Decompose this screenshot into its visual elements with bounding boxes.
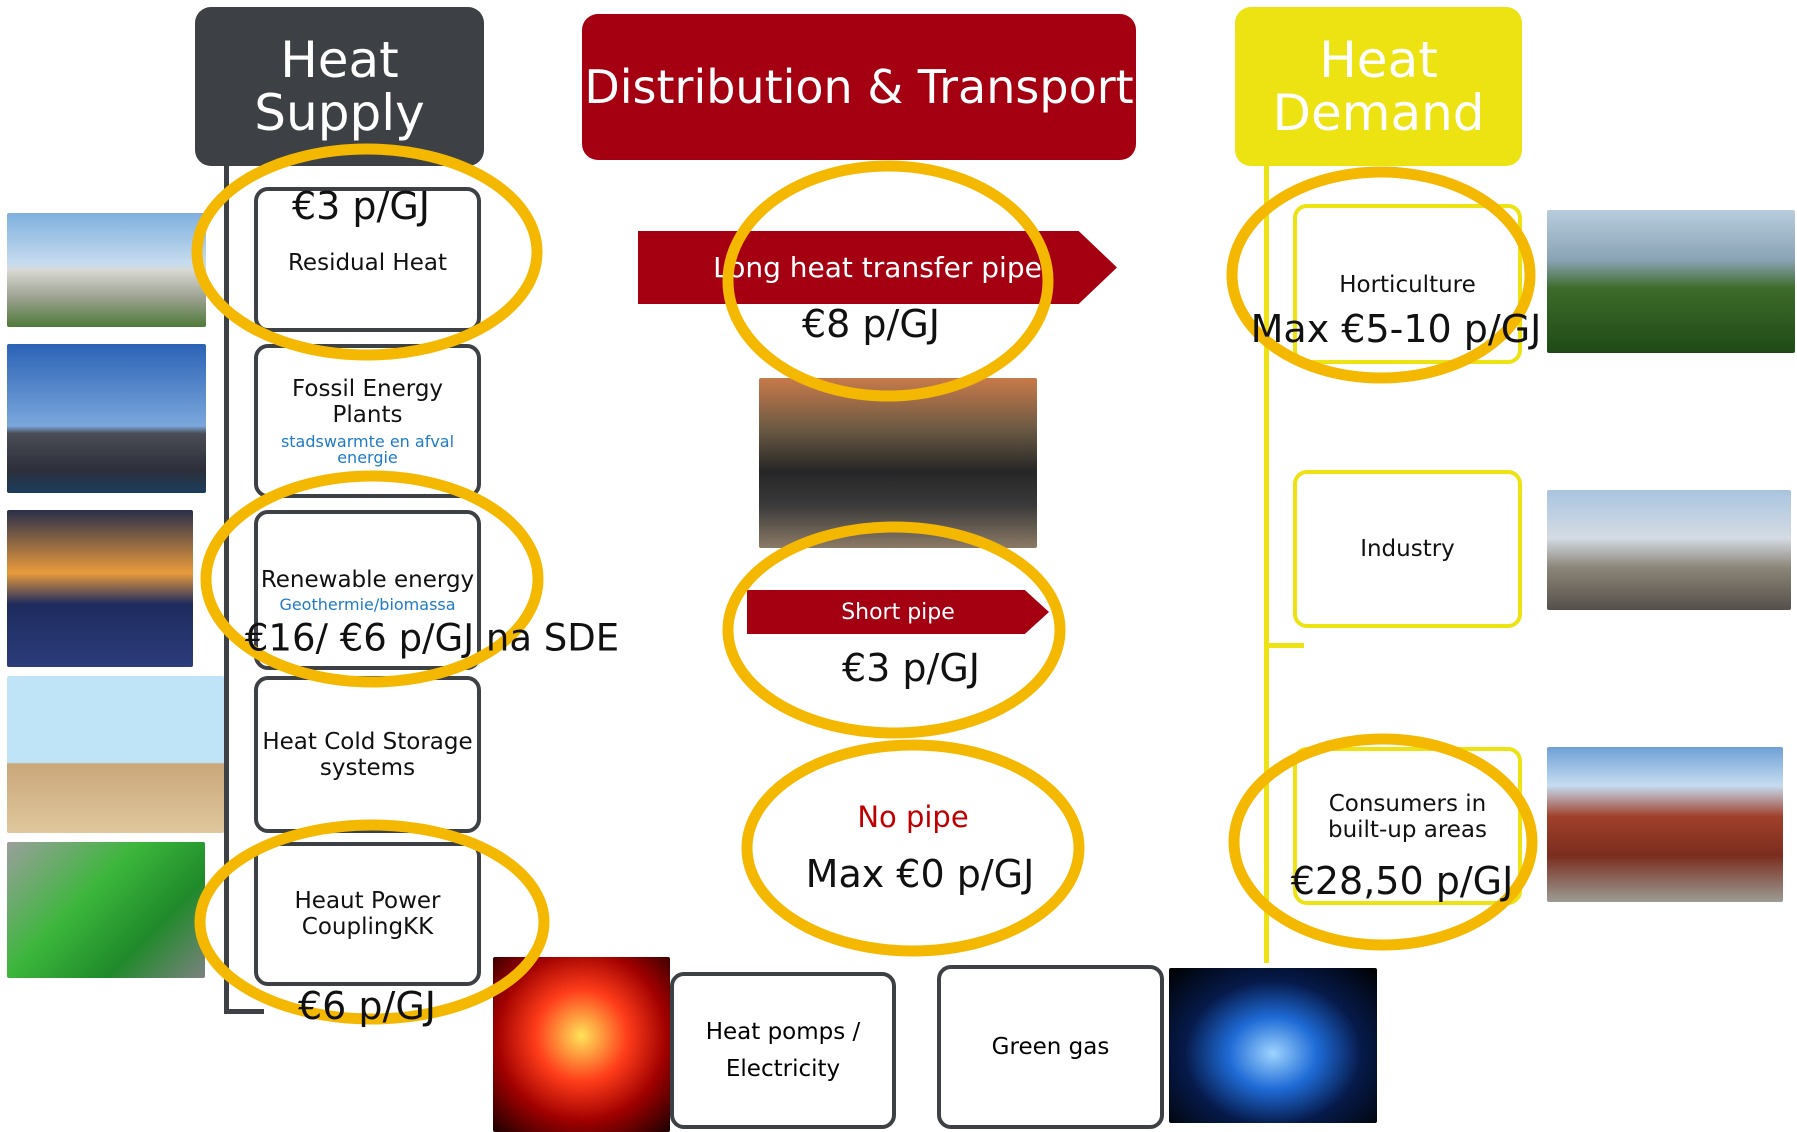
bracket-foot (224, 1009, 264, 1014)
houses-image (1547, 747, 1783, 902)
label: Long heat transfer pipe (713, 251, 1042, 284)
renewable-image (7, 510, 193, 667)
page: Heat Supply Distribution & Transport Hea… (0, 0, 1797, 1132)
distribution-header: Distribution & Transport (582, 14, 1136, 160)
price: €3 p/GJ (292, 184, 430, 228)
electricity-image (493, 957, 670, 1132)
no-pipe-label: No pipe (857, 800, 968, 834)
label: Fossil Energy Plants (258, 376, 477, 428)
greenhouse-image (1547, 210, 1795, 353)
label: Renewable energy (261, 567, 474, 593)
gas-image (1169, 968, 1377, 1123)
label: Horticulture (1339, 272, 1476, 298)
short-pipe: Short pipe (747, 590, 1049, 634)
price: €3 p/GJ (842, 646, 980, 690)
note: Geothermie/biomassa (279, 597, 455, 613)
supply-bracket (224, 166, 229, 1014)
storage-image (7, 676, 224, 833)
label: Residual Heat (288, 250, 447, 276)
chp-image (7, 842, 205, 978)
price: Max €5-10 p/GJ (1251, 307, 1542, 351)
highlight (747, 745, 1079, 951)
note: stadswarmte en afval energie (258, 434, 477, 466)
demand-header: Heat Demand (1235, 7, 1522, 166)
price: €8 p/GJ (802, 302, 940, 346)
label: Heat pomps / Electricity (674, 1014, 892, 1088)
label: Heaut Power CouplingKK (258, 888, 477, 940)
long-pipe: Long heat transfer pipe (638, 231, 1117, 304)
industry-image (1547, 490, 1791, 610)
refinery-image (7, 213, 206, 327)
price: €16/ €6 p/GJ na SDE (245, 617, 619, 660)
alternative: Green gas (937, 965, 1164, 1129)
power-plant-image (7, 344, 206, 493)
demand-bracket (1264, 166, 1269, 963)
price: €6 p/GJ (298, 984, 436, 1028)
label: Short pipe (841, 600, 955, 625)
alternative: Heat pomps / Electricity (670, 972, 896, 1129)
label: Heat Cold Storage systems (258, 729, 477, 781)
demand-item: Industry (1293, 470, 1522, 628)
demand-tick (1264, 643, 1304, 648)
supply-item: Fossil Energy Plants stadswarmte en afval… (254, 344, 481, 498)
label: Consumers in built-up areas (1317, 791, 1498, 843)
price: €28,50 p/GJ (1291, 859, 1514, 903)
supply-item: Heaut Power CouplingKK (254, 842, 481, 986)
price: Max €0 p/GJ (806, 852, 1035, 896)
label: Green gas (992, 1029, 1110, 1066)
label: Industry (1360, 536, 1455, 562)
supply-item: Heat Cold Storage systems (254, 676, 481, 833)
supply-header: Heat Supply (195, 7, 484, 166)
pipes-image (759, 378, 1037, 548)
